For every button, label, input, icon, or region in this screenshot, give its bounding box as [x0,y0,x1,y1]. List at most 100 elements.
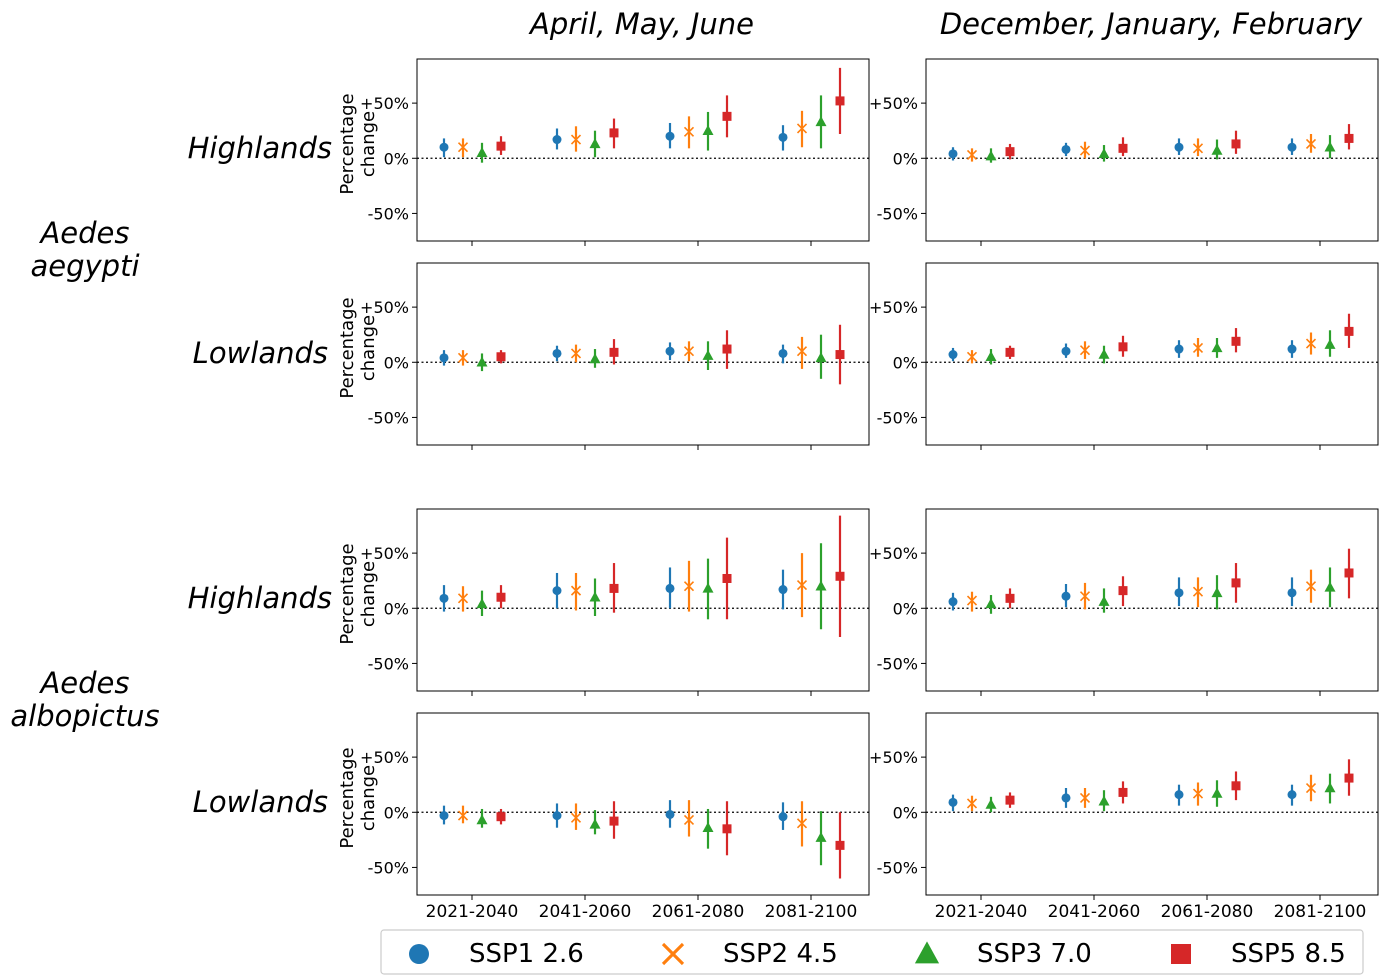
series-ssp3-7-0 [985,567,1336,614]
y-axis-label-line2: change [358,561,379,627]
legend-item-ssp2-4-5: SSP2 4.5 [661,939,838,969]
axes-frame [416,508,870,692]
data-point-x [1305,581,1317,592]
data-point-x [1305,782,1317,794]
data-point-triangle [1324,338,1336,349]
data-point-circle [552,586,562,596]
y-tick-label: -50% [877,204,918,223]
series-ssp3-7-0 [476,808,827,866]
legend-marker-triangle [914,941,940,964]
panel-aedes-aegypti-lowlands-amj: +50% 0% -50% Percentage change [337,262,870,450]
series-ssp1-2-6 [948,784,1297,812]
data-point-circle [439,811,449,821]
data-point-square [835,840,845,850]
data-point-circle [948,350,958,360]
y-tick-label: +50% [869,94,918,113]
legend-item-ssp1-2-6: SSP1 2.6 [409,939,584,969]
data-point-circle [665,131,675,141]
y-axis-label-line1: Percentage [337,297,358,398]
series-ssp3-7-0 [476,543,827,630]
legend-marker-square [1171,944,1191,964]
chart-panels: +50%0%-50%Percentage change+50%0%-50%+50%… [337,58,1379,922]
data-point-square [1005,147,1015,157]
data-point-square [1231,336,1241,346]
data-point-x [683,346,695,357]
y-axis-label-line2: change [358,111,379,177]
y-tick-label: +50% [869,298,918,317]
axes-frame [925,508,1379,692]
series-ssp3-7-0 [476,95,827,163]
data-point-triangle [589,138,601,149]
legend-marker-x [661,942,685,966]
x-tick-label: 2021-2040 [935,902,1028,922]
series-ssp5-8-5 [1005,124,1354,160]
data-point-triangle [1211,787,1223,798]
data-point-circle [1287,142,1297,152]
data-point-square [1118,143,1128,153]
legend-label: SSP3 7.0 [977,939,1092,969]
data-point-x [457,593,469,604]
data-point-x [1192,788,1204,799]
x-tick-label: 2081-2100 [765,902,858,922]
data-point-triangle [589,818,601,829]
data-point-square [1118,787,1128,797]
data-point-square [1231,578,1241,588]
data-point-circle [1287,344,1297,354]
panel-aedes-albopictus-highlands-djf: +50% 0% -50% [869,508,1379,696]
data-point-x [1079,591,1091,602]
column-title-spring: April, May, June [528,7,754,41]
panel-aedes-albopictus-highlands-amj: +50% 0% -50% Percentage change [337,508,870,696]
data-point-x [683,126,695,137]
data-point-x [796,346,808,357]
data-point-triangle [1324,782,1336,793]
legend-label: SSP2 4.5 [723,939,838,969]
data-point-circle [948,597,958,607]
species-aegypti-line2: aegypti [30,249,139,283]
data-point-x [796,580,808,591]
data-point-x [796,123,808,134]
data-point-circle [778,585,788,595]
series-ssp5-8-5 [496,515,845,637]
y-axis-label-line1: Percentage [337,747,358,848]
series-ssp2-4-5 [457,110,808,158]
y-tick-label: -50% [368,204,409,223]
data-point-square [1344,773,1354,783]
data-point-circle [552,348,562,358]
data-point-square [1005,347,1015,357]
data-point-circle [778,812,788,822]
data-point-square [1118,342,1128,352]
data-point-x [570,348,582,359]
data-point-triangle [589,353,601,364]
y-tick-label: 0% [384,353,409,372]
data-point-triangle [815,831,827,842]
y-tick-label: 0% [893,599,918,618]
data-point-triangle [985,150,997,161]
data-point-circle [948,797,958,807]
series-ssp2-4-5 [966,774,1317,812]
data-point-circle [439,593,449,603]
series-ssp1-2-6 [948,138,1297,161]
data-point-square [609,583,619,593]
data-point-x [683,814,695,826]
data-point-circle [552,135,562,145]
axes-frame [416,712,870,896]
region-label-albopictus-lowlands: Lowlands [193,785,328,819]
y-tick-label: +50% [360,298,409,317]
data-point-square [496,812,506,822]
y-tick-label: 0% [893,353,918,372]
series-ssp5-8-5 [496,67,845,155]
y-axis-label-line1: Percentage [337,93,358,194]
data-point-triangle [476,356,488,367]
y-tick-label: 0% [384,803,409,822]
data-point-square [722,111,732,121]
series-ssp1-2-6 [439,567,788,612]
series-ssp5-8-5 [1005,548,1354,609]
axes-frame [925,58,1379,242]
data-point-square [496,141,506,151]
data-point-triangle [476,147,488,158]
series-ssp2-4-5 [457,800,808,847]
legend-items: SSP1 2.6 SSP2 4.5 SSP3 7.0 SSP5 8.5 [409,939,1346,969]
series-ssp5-8-5 [496,801,845,879]
x-tick-label: 2041-2060 [539,902,632,922]
data-point-square [1344,326,1354,336]
